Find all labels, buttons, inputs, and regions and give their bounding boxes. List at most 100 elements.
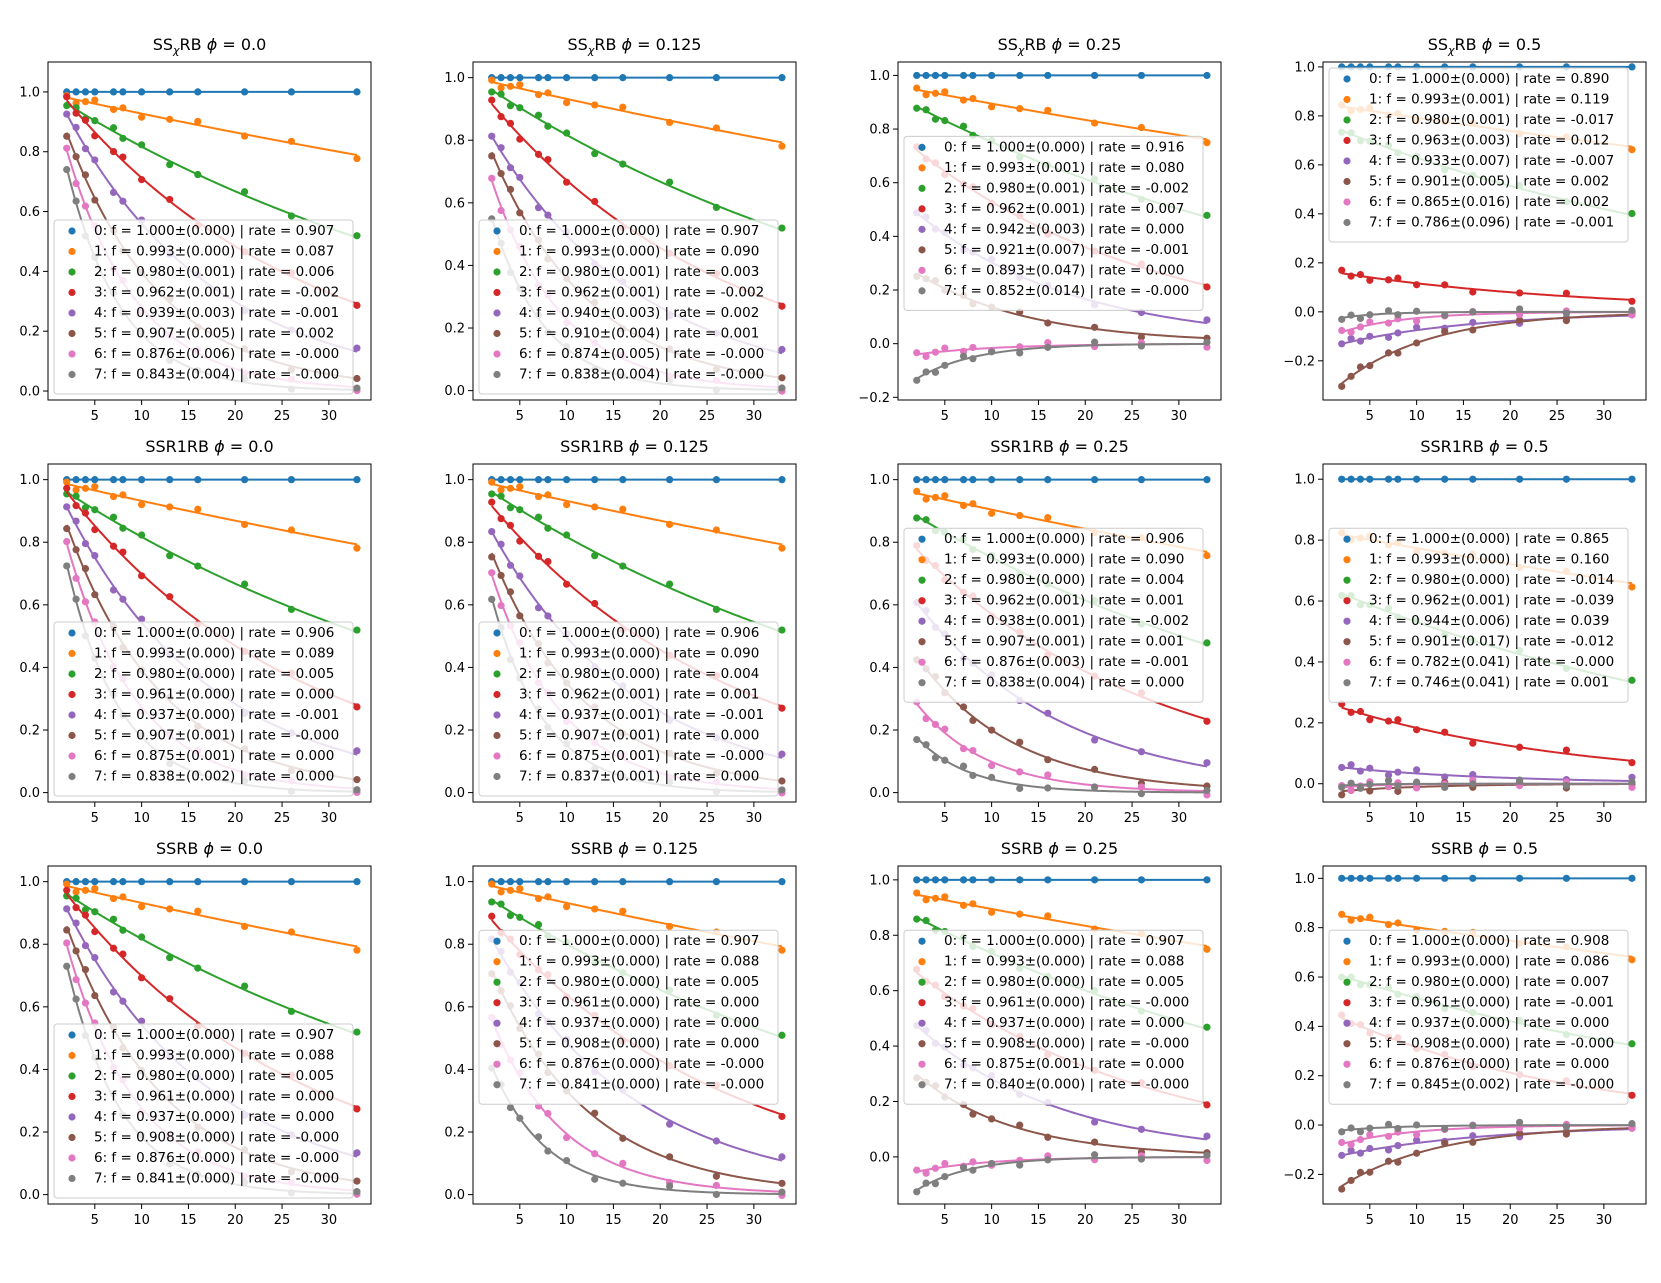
x-tick-label: 30 <box>746 811 763 826</box>
series-line <box>1341 314 1632 345</box>
data-point <box>119 595 127 603</box>
data-point <box>1384 333 1393 341</box>
axes-frame <box>1322 463 1647 803</box>
data-point <box>922 1169 930 1177</box>
data-point <box>778 476 786 484</box>
data-point <box>563 531 571 539</box>
data-point <box>81 911 90 919</box>
data-point <box>353 1149 361 1157</box>
data-point <box>353 232 361 240</box>
data-point <box>778 544 786 552</box>
data-point <box>506 588 515 596</box>
data-point <box>959 703 968 711</box>
data-point <box>353 1028 361 1036</box>
data-point <box>1394 782 1402 790</box>
data-point <box>1441 1125 1449 1133</box>
legend-entry: 3: f = 0.963±(0.003) | rate = 0.012 <box>1369 133 1609 149</box>
legend-marker <box>918 266 926 274</box>
y-tick-label: 0.6 <box>444 598 465 613</box>
data-point <box>1366 1131 1374 1139</box>
data-point <box>506 185 515 194</box>
legend-marker <box>68 370 76 379</box>
data-point <box>1356 1149 1365 1157</box>
data-point <box>1366 311 1374 319</box>
title-phi: ϕ <box>1477 35 1493 54</box>
legend-marker <box>493 268 501 276</box>
legend-marker <box>918 205 926 213</box>
data-point <box>109 188 118 197</box>
legend-marker <box>493 309 501 317</box>
data-point <box>516 885 524 893</box>
data-point <box>591 552 599 560</box>
data-point <box>1384 874 1393 882</box>
data-point <box>544 557 552 566</box>
data-point <box>109 105 118 114</box>
legend-entry: 5: f = 0.907±(0.001) | rate = 0.000 <box>519 728 759 744</box>
data-point <box>516 74 524 82</box>
data-point <box>63 484 71 492</box>
data-point <box>72 197 80 205</box>
data-point <box>666 520 674 529</box>
data-point <box>516 506 524 514</box>
data-point <box>91 927 99 936</box>
subplot-title: SSRB ϕ = 0.125 <box>571 839 698 858</box>
data-point <box>81 598 90 606</box>
subplot-title: SSR1RB ϕ = 0.0 <box>145 437 273 456</box>
data-point <box>913 487 921 495</box>
data-point <box>166 905 174 913</box>
axes-frame <box>472 463 797 803</box>
data-point <box>913 915 921 923</box>
legend-entry: 2: f = 0.980±(0.000) | rate = -0.014 <box>1369 572 1614 588</box>
data-point <box>1338 315 1346 323</box>
legend-entry: 6: f = 0.893±(0.047) | rate = 0.000 <box>944 262 1184 278</box>
legend-marker <box>68 227 76 235</box>
data-point <box>1516 1129 1524 1137</box>
data-point <box>544 1109 552 1118</box>
data-point <box>63 886 71 894</box>
data-point <box>1441 783 1449 792</box>
data-point <box>81 504 90 512</box>
data-point <box>619 1179 627 1187</box>
data-point <box>1441 475 1449 483</box>
data-point <box>1356 707 1365 716</box>
data-point <box>1469 739 1477 747</box>
data-point <box>712 124 721 132</box>
y-tick-label: 0.4 <box>869 661 890 676</box>
data-point <box>488 595 496 603</box>
data-point <box>969 500 977 508</box>
data-point <box>516 483 524 491</box>
data-point <box>1137 876 1146 884</box>
legend-marker <box>918 184 926 192</box>
x-tick-label: 10 <box>133 811 150 826</box>
y-tick-label: 0.8 <box>869 536 890 551</box>
data-point <box>969 876 977 884</box>
data-point <box>1203 717 1211 725</box>
x-tick-label: 15 <box>1030 1213 1047 1228</box>
data-point <box>119 197 127 205</box>
data-point <box>1016 71 1024 80</box>
data-point <box>81 906 90 914</box>
subplot: SSRB ϕ = 0.125 5 10 15 20 25 30 0.0 0.2 0.4 0.6 0.8… <box>444 839 797 1228</box>
legend-marker <box>1343 136 1351 145</box>
x-tick-label: 5 <box>516 409 524 424</box>
legend-marker <box>493 288 501 297</box>
y-tick-label: 0.0 <box>19 385 40 400</box>
data-point <box>1384 717 1393 725</box>
title-phi-value: = 0.25 <box>1070 437 1129 456</box>
data-point <box>778 750 786 758</box>
data-point <box>1091 783 1099 791</box>
y-tick-label: 0.2 <box>19 1126 40 1141</box>
data-point <box>488 498 496 506</box>
legend-entry: 6: f = 0.875±(0.001) | rate = 0.000 <box>944 1056 1184 1072</box>
data-point <box>959 352 968 360</box>
x-tick-label: 20 <box>1077 811 1094 826</box>
data-point <box>1394 1141 1402 1150</box>
data-point <box>1366 716 1374 724</box>
data-point <box>241 520 249 529</box>
data-point <box>353 544 361 552</box>
data-point <box>941 361 949 369</box>
data-point <box>969 900 977 908</box>
data-point <box>287 605 296 614</box>
legend-entry: 2: f = 0.980±(0.000) | rate = 0.005 <box>94 1068 334 1084</box>
subplot-title: SSR1RB ϕ = 0.125 <box>560 437 709 456</box>
